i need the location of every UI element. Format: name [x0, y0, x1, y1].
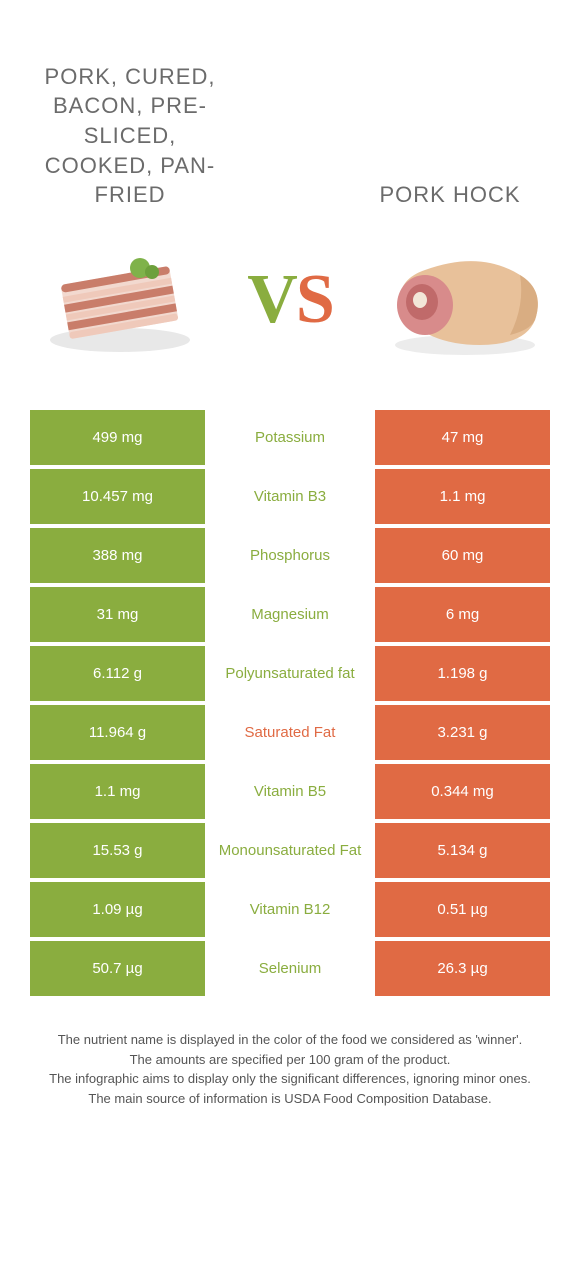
- left-food-title: Pork, cured, bacon, pre-sliced, cooked, …: [30, 62, 230, 210]
- table-row: 6.112 gPolyunsaturated fat1.198 g: [30, 646, 550, 701]
- left-value: 15.53 g: [30, 823, 205, 878]
- nutrient-label: Vitamin B12: [205, 882, 375, 937]
- left-value: 11.964 g: [30, 705, 205, 760]
- footer-notes: The nutrient name is displayed in the co…: [0, 1000, 580, 1108]
- table-row: 1.09 µgVitamin B120.51 µg: [30, 882, 550, 937]
- table-row: 50.7 µgSelenium26.3 µg: [30, 941, 550, 996]
- left-value: 10.457 mg: [30, 469, 205, 524]
- nutrient-label: Polyunsaturated fat: [205, 646, 375, 701]
- right-value: 6 mg: [375, 587, 550, 642]
- table-row: 1.1 mgVitamin B50.344 mg: [30, 764, 550, 819]
- left-value: 31 mg: [30, 587, 205, 642]
- footer-line: The amounts are specified per 100 gram o…: [30, 1050, 550, 1070]
- header: Pork, cured, bacon, pre-sliced, cooked, …: [0, 0, 580, 210]
- nutrient-table: 499 mgPotassium47 mg10.457 mgVitamin B31…: [0, 400, 580, 996]
- table-row: 15.53 gMonounsaturated Fat5.134 g: [30, 823, 550, 878]
- left-value: 499 mg: [30, 410, 205, 465]
- nutrient-label: Magnesium: [205, 587, 375, 642]
- right-value: 60 mg: [375, 528, 550, 583]
- footer-line: The main source of information is USDA F…: [30, 1089, 550, 1109]
- bacon-image: [30, 230, 210, 370]
- table-row: 388 mgPhosphorus60 mg: [30, 528, 550, 583]
- table-row: 499 mgPotassium47 mg: [30, 410, 550, 465]
- table-row: 10.457 mgVitamin B31.1 mg: [30, 469, 550, 524]
- pork-hock-image: [370, 230, 550, 370]
- images-row: VS: [0, 210, 580, 400]
- footer-line: The nutrient name is displayed in the co…: [30, 1030, 550, 1050]
- vs-s: S: [296, 261, 333, 338]
- nutrient-label: Vitamin B5: [205, 764, 375, 819]
- right-value: 0.344 mg: [375, 764, 550, 819]
- right-value: 47 mg: [375, 410, 550, 465]
- nutrient-label: Potassium: [205, 410, 375, 465]
- table-row: 31 mgMagnesium6 mg: [30, 587, 550, 642]
- nutrient-label: Saturated Fat: [205, 705, 375, 760]
- right-value: 3.231 g: [375, 705, 550, 760]
- vs-v: V: [247, 261, 296, 338]
- right-value: 1.1 mg: [375, 469, 550, 524]
- right-food-title: Pork hock: [350, 80, 550, 210]
- left-value: 1.09 µg: [30, 882, 205, 937]
- nutrient-label: Monounsaturated Fat: [205, 823, 375, 878]
- right-value: 5.134 g: [375, 823, 550, 878]
- right-value: 1.198 g: [375, 646, 550, 701]
- vs-label: VS: [247, 260, 333, 340]
- left-value: 50.7 µg: [30, 941, 205, 996]
- right-value: 26.3 µg: [375, 941, 550, 996]
- right-value: 0.51 µg: [375, 882, 550, 937]
- left-value: 388 mg: [30, 528, 205, 583]
- left-value: 6.112 g: [30, 646, 205, 701]
- nutrient-label: Selenium: [205, 941, 375, 996]
- nutrient-label: Vitamin B3: [205, 469, 375, 524]
- table-row: 11.964 gSaturated Fat3.231 g: [30, 705, 550, 760]
- footer-line: The infographic aims to display only the…: [30, 1069, 550, 1089]
- left-value: 1.1 mg: [30, 764, 205, 819]
- nutrient-label: Phosphorus: [205, 528, 375, 583]
